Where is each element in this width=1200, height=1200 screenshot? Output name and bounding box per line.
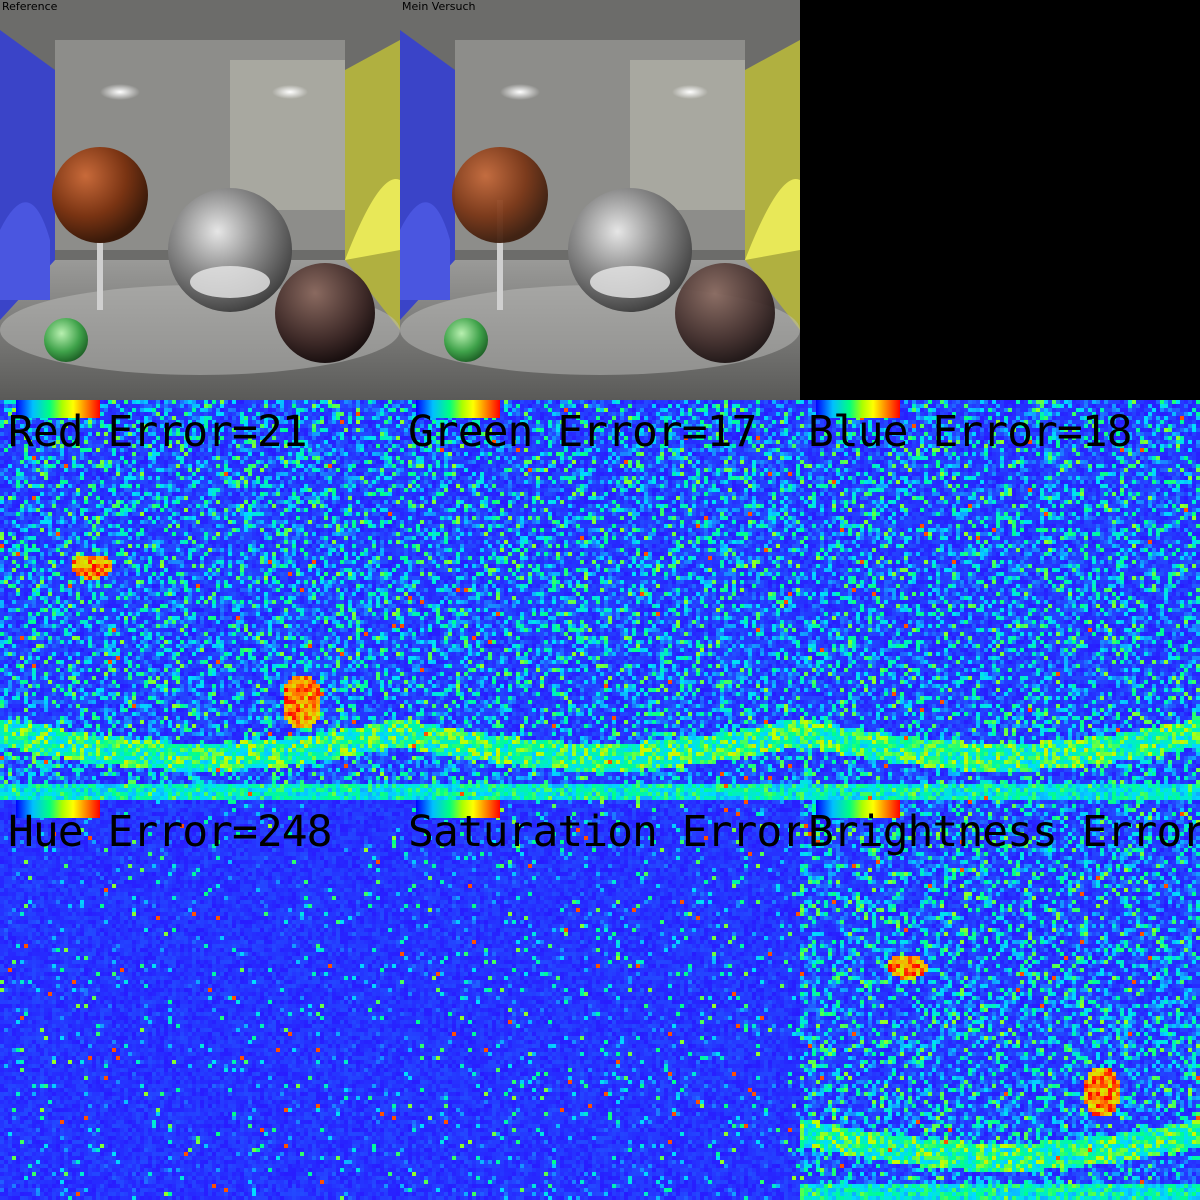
reference-label: Reference [2, 0, 57, 14]
saturation-error-panel: Saturation Error [400, 800, 800, 1200]
green-error-heatmap [400, 400, 800, 800]
hue-error-label: Hue Error=248 [8, 810, 332, 854]
hue-error-panel: Hue Error=248 [0, 800, 400, 1200]
empty-panel [800, 0, 1200, 400]
attempt-label: Mein Versuch [402, 0, 475, 14]
brightness-error-panel: Brightness Error [800, 800, 1200, 1200]
saturation-error-label: Saturation Error [408, 810, 800, 854]
red-error-panel: Red Error=21 [0, 400, 400, 800]
green-error-label: Green Error=17 [408, 410, 756, 454]
hue-error-heatmap [0, 800, 400, 1200]
brightness-error-heatmap [800, 800, 1200, 1200]
red-error-heatmap [0, 400, 400, 800]
reference-render-image [0, 0, 400, 400]
blue-error-label: Blue Error=18 [808, 410, 1132, 454]
blue-error-panel: Blue Error=18 [800, 400, 1200, 800]
saturation-error-heatmap [400, 800, 800, 1200]
attempt-render-panel: Mein Versuch [400, 0, 800, 400]
blue-error-heatmap [800, 400, 1200, 800]
brightness-error-label: Brightness Error [808, 810, 1200, 854]
green-error-panel: Green Error=17 [400, 400, 800, 800]
attempt-render-image [400, 0, 800, 400]
reference-render-panel: Reference [0, 0, 400, 400]
red-error-label: Red Error=21 [8, 410, 307, 454]
